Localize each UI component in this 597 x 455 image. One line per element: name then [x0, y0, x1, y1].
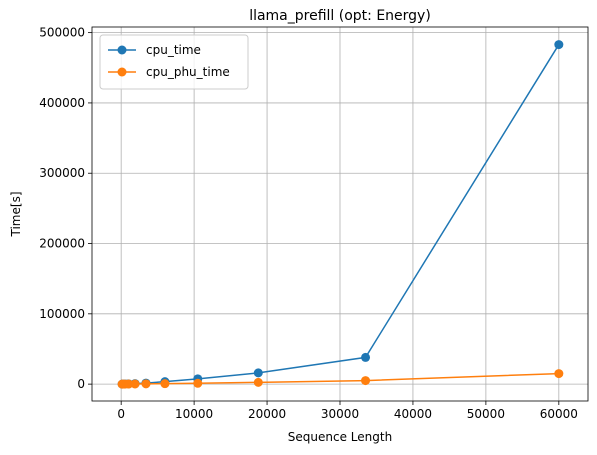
legend-marker-cpu_time [117, 45, 127, 55]
x-tick-label: 50000 [467, 407, 505, 421]
y-axis-label: Time[s] [9, 192, 23, 238]
y-tick-label: 0 [77, 377, 85, 391]
y-tick-label: 500000 [39, 26, 85, 40]
data-point-cpu_phu_time [554, 369, 564, 379]
data-point-cpu_phu_time [141, 379, 151, 389]
data-point-cpu_phu_time [361, 376, 371, 386]
y-tick-label: 200000 [39, 237, 85, 251]
data-point-cpu_phu_time [124, 379, 134, 389]
legend-label-cpu_time: cpu_time [146, 43, 201, 57]
x-tick-label: 30000 [321, 407, 359, 421]
x-tick-label: 10000 [175, 407, 213, 421]
x-axis-label: Sequence Length [288, 430, 392, 444]
legend-items: cpu_time cpu_phu_time [108, 43, 230, 79]
legend-box [99, 34, 249, 90]
legend-item-cpu_time: cpu_time [108, 43, 201, 57]
series-layer [117, 40, 564, 389]
data-point-cpu_phu_time [130, 379, 140, 389]
data-point-cpu_time [253, 368, 263, 378]
y-tick-label: 100000 [39, 307, 85, 321]
y-tick-label: 400000 [39, 96, 85, 110]
y-tick-label: 300000 [39, 166, 85, 180]
data-point-cpu_phu_time [193, 378, 203, 388]
x-tick-label: 60000 [540, 407, 578, 421]
data-point-cpu_time [361, 352, 371, 362]
x-tick-label: 0 [117, 407, 125, 421]
legend-marker-cpu_phu_time [117, 67, 127, 77]
x-tick-label: 20000 [248, 407, 286, 421]
legend-label-cpu_phu_time: cpu_phu_time [146, 65, 230, 79]
data-point-cpu_phu_time [253, 377, 263, 387]
grid [92, 27, 588, 401]
x-tick-label: 40000 [394, 407, 432, 421]
data-point-cpu_time [554, 40, 564, 50]
legend-item-cpu_phu_time: cpu_phu_time [108, 65, 230, 79]
series-cpu_phu_time [117, 369, 564, 389]
data-point-cpu_phu_time [160, 379, 170, 389]
ticks: 0 10000 20000 30000 40000 50000 60000 0 100000 20… [39, 26, 578, 421]
legend: cpu_time cpu_phu_time [99, 34, 249, 90]
chart-title: llama_prefill (opt: Energy) [249, 8, 431, 24]
